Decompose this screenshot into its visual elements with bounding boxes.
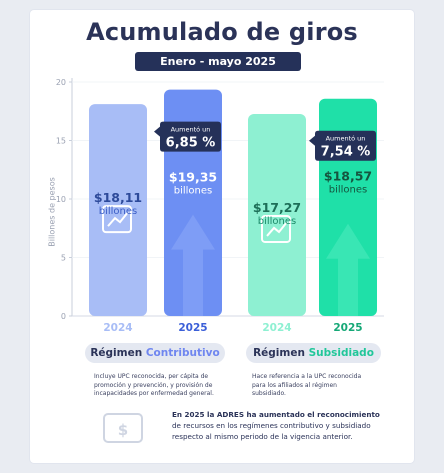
note-subsidiado: Hace referencia a la UPC reconocida para…: [252, 373, 362, 397]
period-badge: Enero - mayo 2025: [135, 52, 301, 71]
callout-line2: 6,85 %: [166, 136, 216, 151]
x-tick-label: 2024: [103, 322, 132, 334]
value-label: $18,11: [94, 190, 142, 205]
callout-line1: Aumentó un: [171, 126, 211, 134]
unit-label: billones: [99, 206, 138, 217]
trend-chart-icon: [102, 205, 132, 234]
legend-subsidiado: Régimen Subsidiado: [246, 343, 381, 363]
y-axis-title: Billones de pesos: [47, 177, 57, 247]
y-tick-label: 5: [61, 254, 66, 263]
arrow-decoration: [171, 214, 215, 316]
x-tick-label: 2025: [178, 322, 207, 334]
y-tick-label: 20: [56, 78, 66, 87]
callout-line2: 7,54 %: [321, 145, 371, 160]
callout-box: [309, 130, 376, 161]
note-contributivo: Incluye UPC reconocida, per cápita de pr…: [94, 373, 214, 397]
x-tick-label: 2024: [262, 322, 291, 334]
trend-chart-icon: [261, 214, 291, 243]
increase-callout: Aumentó un 7,54 %: [309, 130, 376, 161]
callout-box: [154, 121, 221, 152]
legend-contributivo: Régimen Contributivo: [85, 343, 225, 363]
bar: [89, 104, 147, 316]
unit-label: billones: [174, 186, 213, 197]
money-icon: $: [103, 413, 143, 443]
legend-contributivo-accent: Contributivo: [145, 347, 220, 359]
trend-line-icon: [107, 211, 129, 227]
y-tick-label: 10: [56, 195, 66, 204]
x-tick-label: 2025: [333, 322, 362, 334]
footer-text: En 2025 la ADRES ha aumentado el reconoc…: [172, 409, 402, 442]
legend-contributivo-prefix: Régimen: [90, 347, 146, 359]
y-tick-label: 15: [56, 137, 66, 146]
y-tick-label: 0: [61, 312, 66, 321]
page-title: Acumulado de giros: [86, 18, 358, 46]
legend-subsidiado-accent: Subsidiado: [308, 347, 374, 359]
value-label: $18,57: [324, 169, 372, 184]
trend-line-icon: [266, 221, 288, 237]
arrow-decoration: [326, 223, 370, 316]
unit-label: billones: [329, 185, 368, 196]
value-label: $17,27: [253, 200, 301, 215]
unit-label: billones: [258, 216, 297, 227]
footer-rest: de recursos en los regímenes contributiv…: [172, 421, 371, 441]
footer-bold: En 2025 la ADRES ha aumentado el reconoc…: [172, 410, 380, 419]
value-label: $19,35: [169, 170, 217, 185]
callout-line1: Aumentó un: [326, 135, 366, 143]
increase-callout: Aumentó un 6,85 %: [154, 121, 221, 152]
legend-subsidiado-prefix: Régimen: [253, 347, 309, 359]
